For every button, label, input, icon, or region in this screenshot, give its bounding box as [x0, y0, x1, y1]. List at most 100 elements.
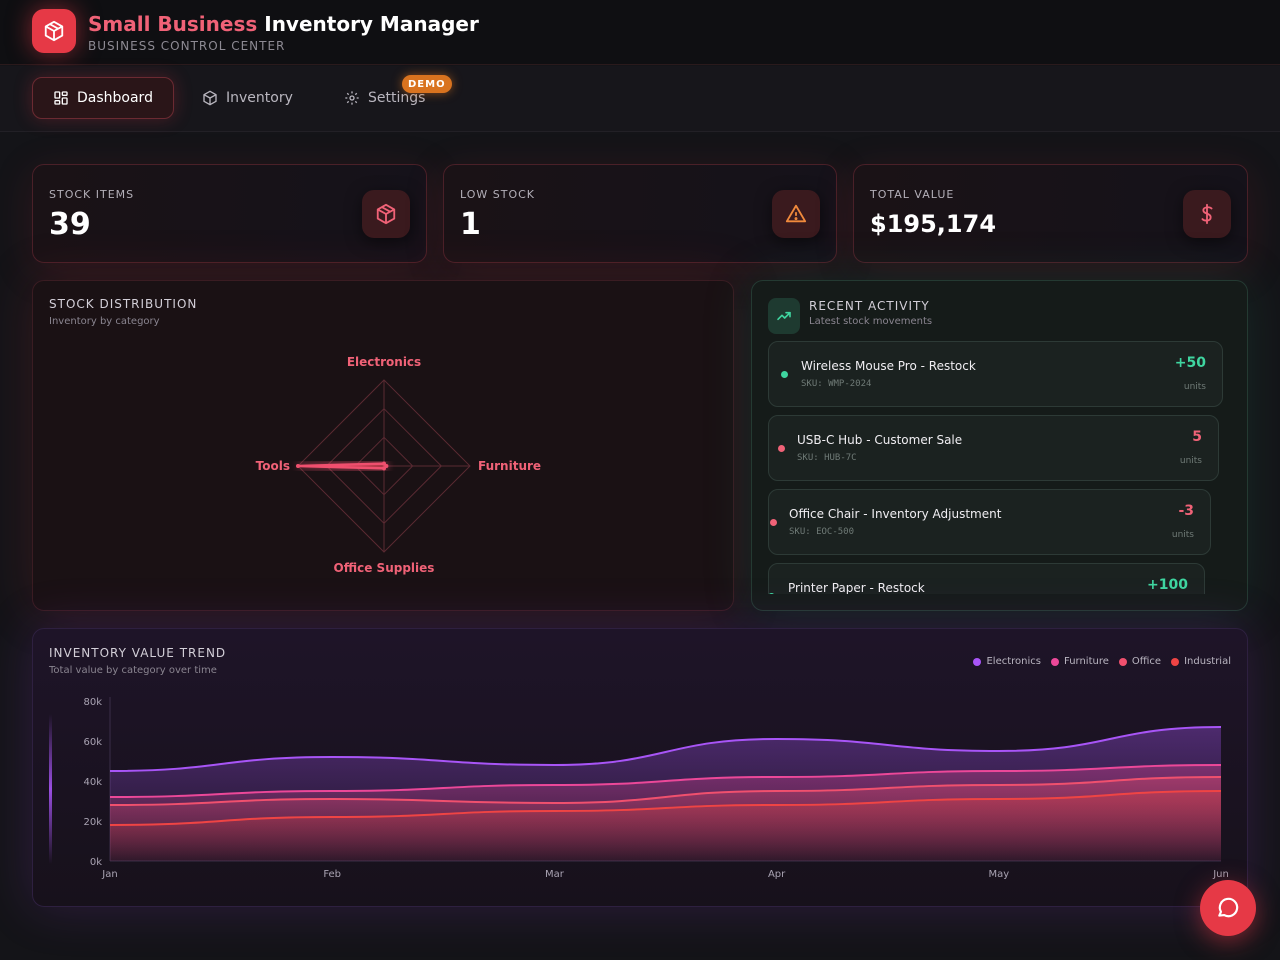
status-dot — [778, 445, 785, 452]
list-item[interactable]: Printer Paper - Restock +100 — [768, 563, 1205, 594]
demo-badge: DEMO — [402, 75, 452, 93]
box-icon — [203, 90, 217, 106]
app-title-rest: Inventory Manager — [264, 12, 479, 36]
legend-item[interactable]: Office — [1118, 656, 1162, 667]
activity-qty: +50 — [1174, 355, 1206, 371]
chat-button[interactable] — [1200, 880, 1256, 936]
tab-label: Dashboard — [77, 90, 153, 106]
stat-card-stock-items: STOCK ITEMS 39 — [32, 164, 427, 263]
panel-title: INVENTORY VALUE TREND — [49, 646, 227, 660]
legend-label: Furniture — [1063, 656, 1109, 667]
activity-name: Office Chair - Inventory Adjustment — [789, 507, 1002, 521]
x-tick-label: Jun — [1212, 869, 1229, 880]
recent-activity-panel: RECENT ACTIVITY Latest stock movements W… — [751, 280, 1248, 611]
radar-category-label: Furniture — [478, 459, 541, 473]
activity-unit: units — [1179, 456, 1202, 466]
cube-icon[interactable] — [32, 9, 76, 53]
panel-subtitle: Latest stock movements — [809, 316, 933, 327]
panel-title: RECENT ACTIVITY — [809, 299, 930, 313]
stat-value: 1 — [460, 207, 481, 242]
activity-sku: SKU: EOC-500 — [789, 527, 855, 537]
y-tick-label: 0k — [90, 857, 102, 868]
status-dot — [781, 371, 788, 378]
legend-item[interactable]: Electronics — [973, 656, 1041, 667]
activity-qty: -3 — [1178, 503, 1194, 519]
y-tick-label: 20k — [83, 817, 102, 828]
stock-distribution-panel: STOCK DISTRIBUTION Inventory by category… — [32, 280, 734, 611]
radar-series-area — [297, 462, 389, 470]
legend-item[interactable]: Furniture — [1050, 656, 1109, 667]
trending-up-icon — [768, 298, 800, 334]
stat-label: LOW STOCK — [460, 188, 536, 201]
legend-swatch — [1050, 657, 1059, 666]
list-item[interactable]: Wireless Mouse Pro - Restock SKU: WMP-20… — [768, 341, 1223, 407]
tab-settings[interactable]: Settings — [324, 77, 445, 119]
y-tick-label: 40k — [83, 777, 102, 788]
x-tick-label: Feb — [323, 869, 341, 880]
x-tick-label: Mar — [545, 869, 565, 880]
legend-swatch — [1171, 657, 1180, 666]
top-bar: Small Business Inventory Manager BUSINES… — [0, 0, 1280, 65]
activity-list[interactable]: Wireless Mouse Pro - Restock SKU: WMP-20… — [768, 341, 1230, 594]
x-tick-label: Apr — [768, 869, 786, 880]
stat-card-low-stock: LOW STOCK 1 — [443, 164, 837, 263]
app-title: Small Business Inventory Manager — [88, 12, 479, 36]
tab-label: Settings — [368, 90, 426, 106]
activity-name: Wireless Mouse Pro - Restock — [801, 359, 976, 373]
legend-item[interactable]: Industrial — [1171, 656, 1231, 667]
legend-label: Industrial — [1184, 656, 1231, 667]
x-tick-label: Jan — [101, 869, 117, 880]
area-series-line[interactable] — [109, 790, 1222, 826]
legend-swatch — [1118, 657, 1127, 666]
activity-sku: SKU: WMP-2024 — [801, 379, 872, 389]
legend-label: Electronics — [986, 656, 1041, 667]
grid-icon — [54, 91, 68, 105]
panel-title: STOCK DISTRIBUTION — [49, 297, 198, 311]
status-dot — [768, 593, 775, 594]
tab-inventory[interactable]: Inventory — [182, 77, 313, 119]
radar-point[interactable] — [296, 464, 300, 468]
x-tick-label: May — [988, 869, 1009, 880]
radar-category-label: Office Supplies — [334, 561, 435, 575]
y-tick-label: 60k — [83, 737, 102, 748]
radar-point[interactable] — [382, 466, 386, 471]
list-item[interactable]: USB-C Hub - Customer Sale SKU: HUB-7C 5 … — [768, 415, 1219, 481]
chart-legend: Electronics Furniture Office Industrial — [973, 656, 1231, 667]
inventory-trend-panel: INVENTORY VALUE TREND Total value by cat… — [32, 628, 1248, 907]
stat-card-total-value: TOTAL VALUE $195,174 — [853, 164, 1248, 263]
tab-label: Inventory — [226, 90, 293, 106]
accent-bar — [49, 714, 52, 864]
area-series-fill — [110, 791, 1221, 861]
legend-label: Office — [1131, 656, 1162, 667]
stat-value: $195,174 — [870, 210, 997, 238]
legend-swatch — [973, 657, 982, 666]
activity-sku: SKU: HUB-7C — [797, 453, 857, 463]
activity-unit: units — [1171, 530, 1194, 540]
status-dot — [770, 519, 777, 526]
stat-label: TOTAL VALUE — [870, 188, 955, 201]
activity-name: Printer Paper - Restock — [788, 581, 925, 594]
gear-icon — [345, 91, 359, 105]
chat-icon — [1218, 897, 1239, 918]
area-series-line[interactable] — [109, 776, 1222, 806]
activity-qty: 5 — [1192, 429, 1202, 445]
radar-category-label: Tools — [256, 459, 290, 473]
area-series-line[interactable] — [109, 764, 1222, 798]
trend-chart: 0k 20k 40k 60k 80k Jan Feb Mar Apr May Jun — [49, 697, 1229, 880]
list-item[interactable]: Office Chair - Inventory Adjustment SKU:… — [768, 489, 1211, 555]
nav-bar: Dashboard Inventory Settings DEMO — [0, 66, 1280, 132]
app-subtitle: BUSINESS CONTROL CENTER — [88, 39, 286, 53]
panel-subtitle: Total value by category over time — [49, 665, 217, 676]
dollar-icon — [1183, 190, 1231, 238]
warning-icon — [772, 190, 820, 238]
panel-subtitle: Inventory by category — [49, 316, 160, 327]
radar-chart: Electronics Furniture Office Supplies Tools — [256, 355, 541, 575]
activity-unit: units — [1183, 382, 1206, 392]
stat-label: STOCK ITEMS — [49, 188, 135, 201]
tab-dashboard[interactable]: Dashboard — [32, 77, 174, 119]
cube-icon — [362, 190, 410, 238]
y-tick-label: 80k — [83, 697, 102, 708]
area-series-line[interactable] — [109, 726, 1222, 772]
app-title-accent: Small Business — [88, 12, 258, 36]
stat-value: 39 — [49, 207, 91, 242]
